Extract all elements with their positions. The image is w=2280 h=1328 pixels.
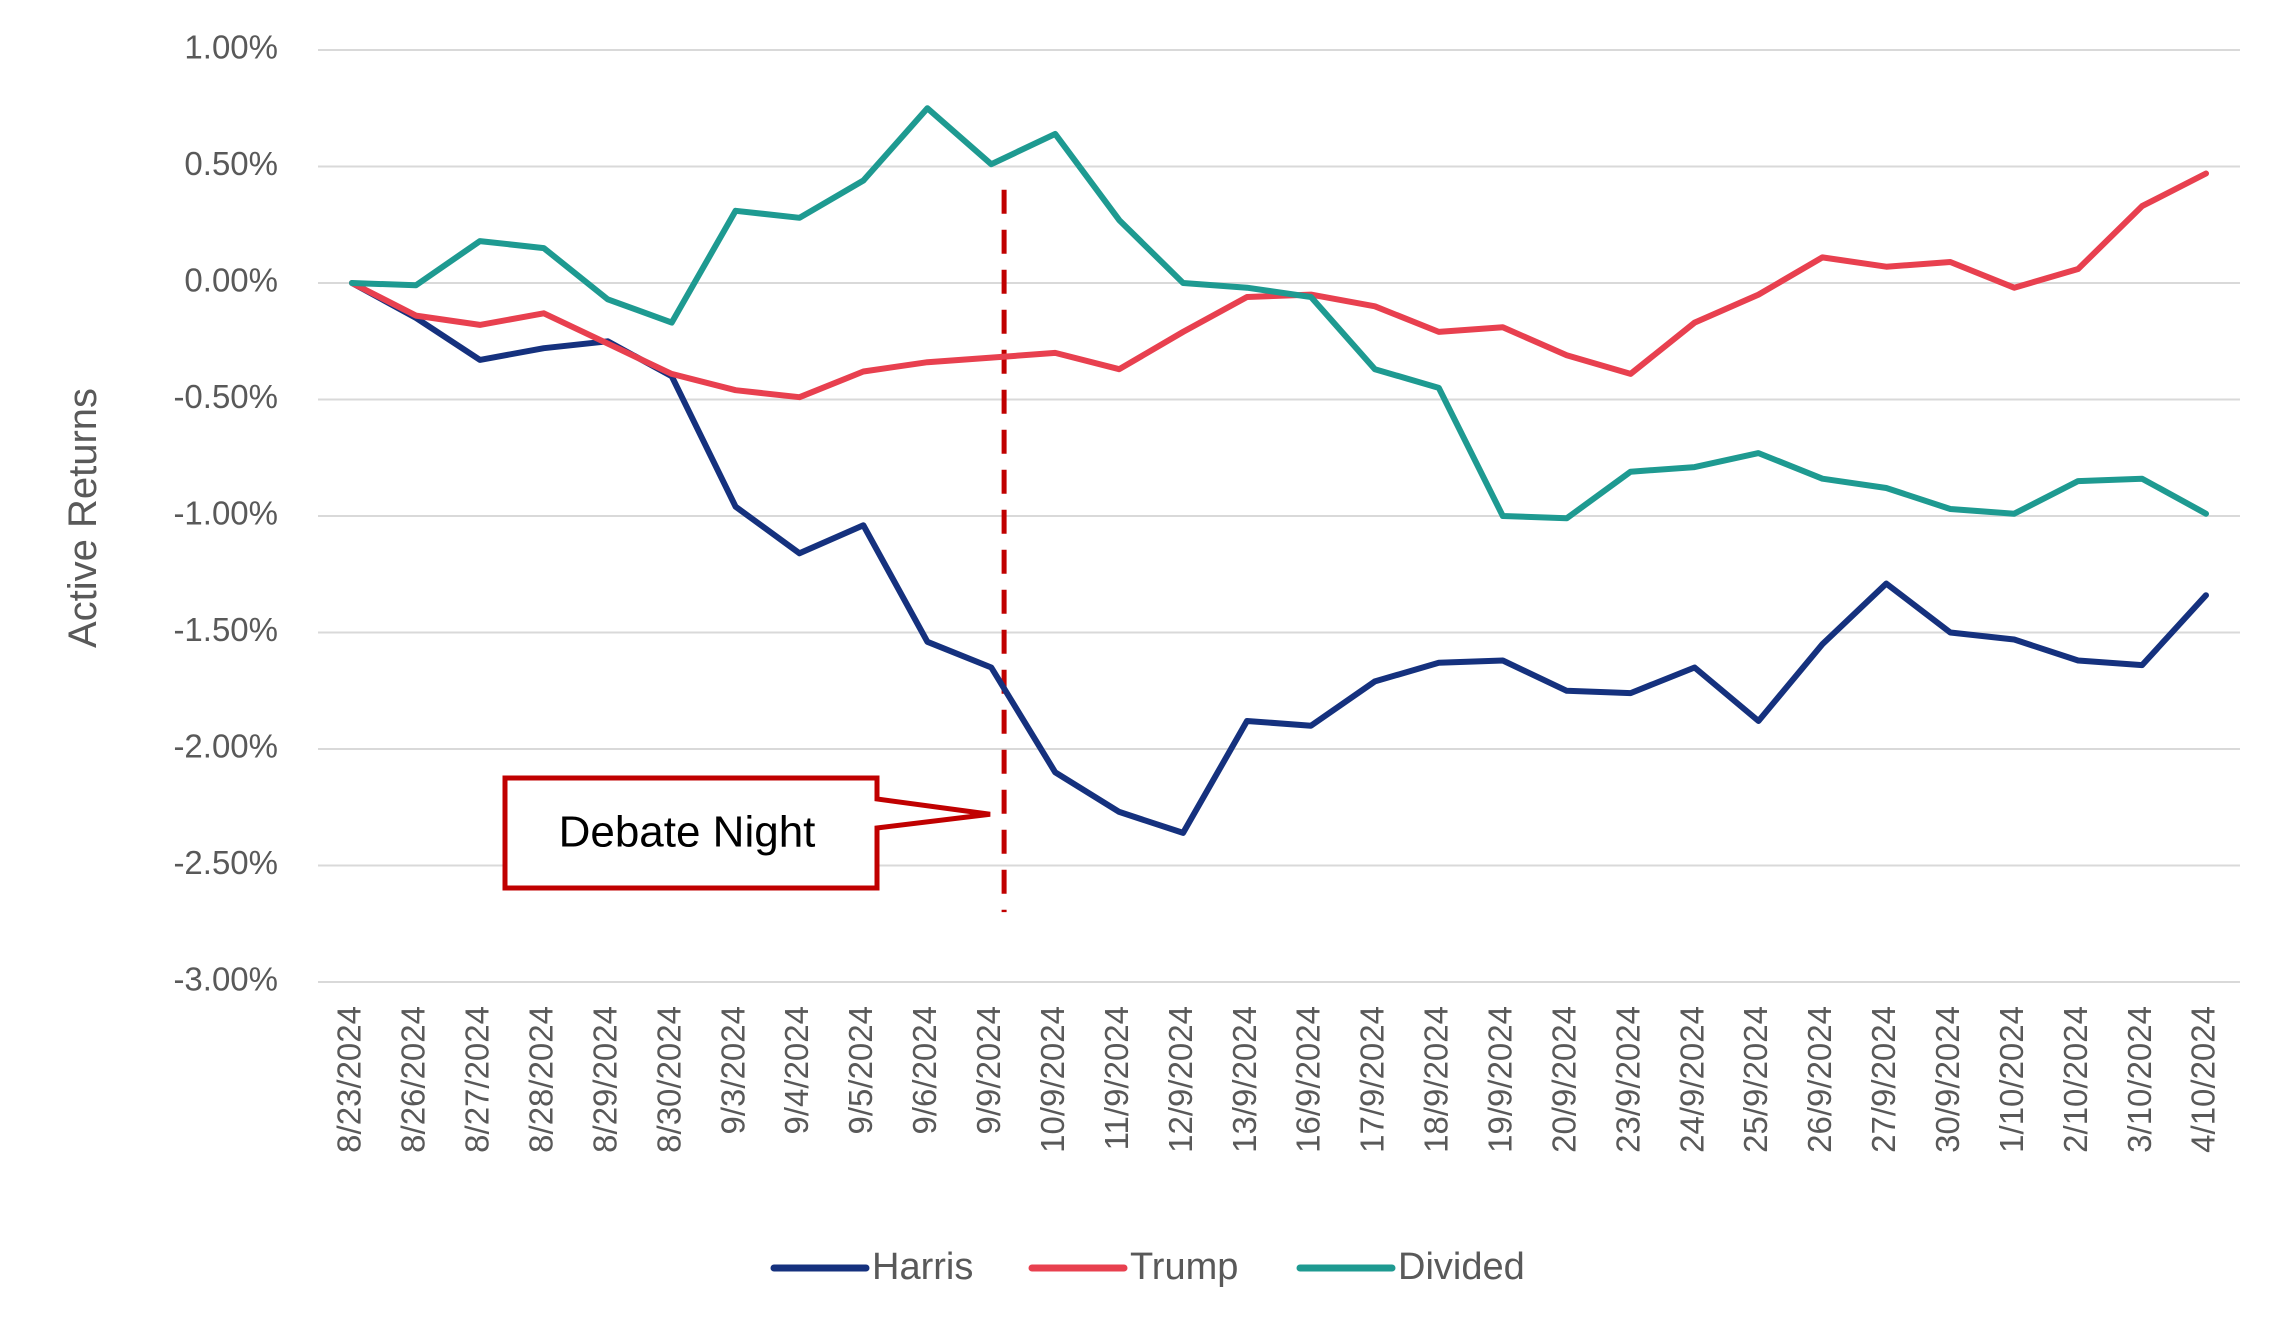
y-tick-label: -1.50%: [173, 611, 278, 648]
gridlines: [318, 49, 2240, 983]
legend: Harris Trump Divided: [770, 1246, 1525, 1288]
x-tick-label: 8/28/2024: [523, 1006, 560, 1153]
x-tick-labels: 8/23/2024 8/26/2024 8/27/2024 8/28/2024 8/29…: [331, 1006, 2222, 1153]
series-line-trump: [349, 170, 2209, 401]
x-tick-label: 8/27/2024: [459, 1006, 496, 1153]
x-tick-label: 26/9/2024: [1801, 1006, 1838, 1153]
y-tick-label: 0.00%: [184, 262, 278, 299]
x-tick-label: 19/9/2024: [1481, 1006, 1518, 1153]
x-tick-label: 9/9/2024: [970, 1006, 1007, 1134]
y-tick-label: 1.00%: [184, 29, 278, 66]
y-tick-label: -2.00%: [173, 728, 278, 765]
debate-night-callout: [502, 775, 991, 891]
x-tick-label: 9/3/2024: [714, 1006, 751, 1134]
legend-label-divided: Divided: [1398, 1246, 1525, 1288]
y-tick-labels: 1.00% 0.50% 0.00% -0.50% -1.00% -1.50% -2.00% -…: [173, 29, 278, 998]
x-tick-label: 18/9/2024: [1418, 1006, 1455, 1153]
x-tick-label: 23/9/2024: [1609, 1006, 1646, 1153]
series-line-divided: [349, 105, 2209, 522]
legend-label-trump: Trump: [1130, 1246, 1238, 1288]
y-tick-label: -1.00%: [173, 495, 278, 532]
x-tick-label: 8/23/2024: [331, 1006, 368, 1153]
legend-label-harris: Harris: [872, 1246, 973, 1288]
debate-night-annotation: Debate Night: [502, 189, 1007, 913]
x-tick-label: 12/9/2024: [1162, 1006, 1199, 1153]
x-tick-label: 4/10/2024: [2185, 1006, 2222, 1153]
x-tick-label: 9/4/2024: [778, 1006, 815, 1134]
y-tick-label: -2.50%: [173, 844, 278, 881]
x-tick-label: 17/9/2024: [1354, 1006, 1391, 1153]
x-tick-label: 16/9/2024: [1290, 1006, 1327, 1153]
x-tick-label: 11/9/2024: [1098, 1006, 1135, 1150]
y-tick-label: -3.00%: [173, 961, 278, 998]
x-tick-label: 25/9/2024: [1737, 1006, 1774, 1153]
x-tick-label: 8/29/2024: [586, 1006, 623, 1153]
x-tick-label: 27/9/2024: [1865, 1006, 1902, 1153]
series-lines: [349, 105, 2209, 836]
x-tick-label: 20/9/2024: [1545, 1006, 1582, 1153]
x-tick-label: 30/9/2024: [1929, 1006, 1966, 1153]
series-line-harris: [349, 280, 2209, 836]
x-tick-label: 8/30/2024: [650, 1006, 687, 1153]
x-tick-label: 3/10/2024: [2121, 1006, 2158, 1153]
x-tick-label: 1/10/2024: [1993, 1006, 2030, 1153]
y-tick-label: -0.50%: [173, 378, 278, 415]
debate-night-label: Debate Night: [559, 808, 816, 857]
x-tick-label: 24/9/2024: [1673, 1006, 1710, 1153]
y-tick-label: 0.50%: [184, 145, 278, 182]
x-tick-label: 13/9/2024: [1226, 1006, 1263, 1153]
x-tick-label: 2/10/2024: [2057, 1006, 2094, 1153]
x-tick-label: 9/6/2024: [906, 1006, 943, 1134]
x-tick-label: 10/9/2024: [1034, 1006, 1071, 1153]
y-axis-title: Active Returns: [61, 388, 105, 648]
x-tick-label: 9/5/2024: [842, 1006, 879, 1134]
x-tick-label: 8/26/2024: [395, 1006, 432, 1153]
